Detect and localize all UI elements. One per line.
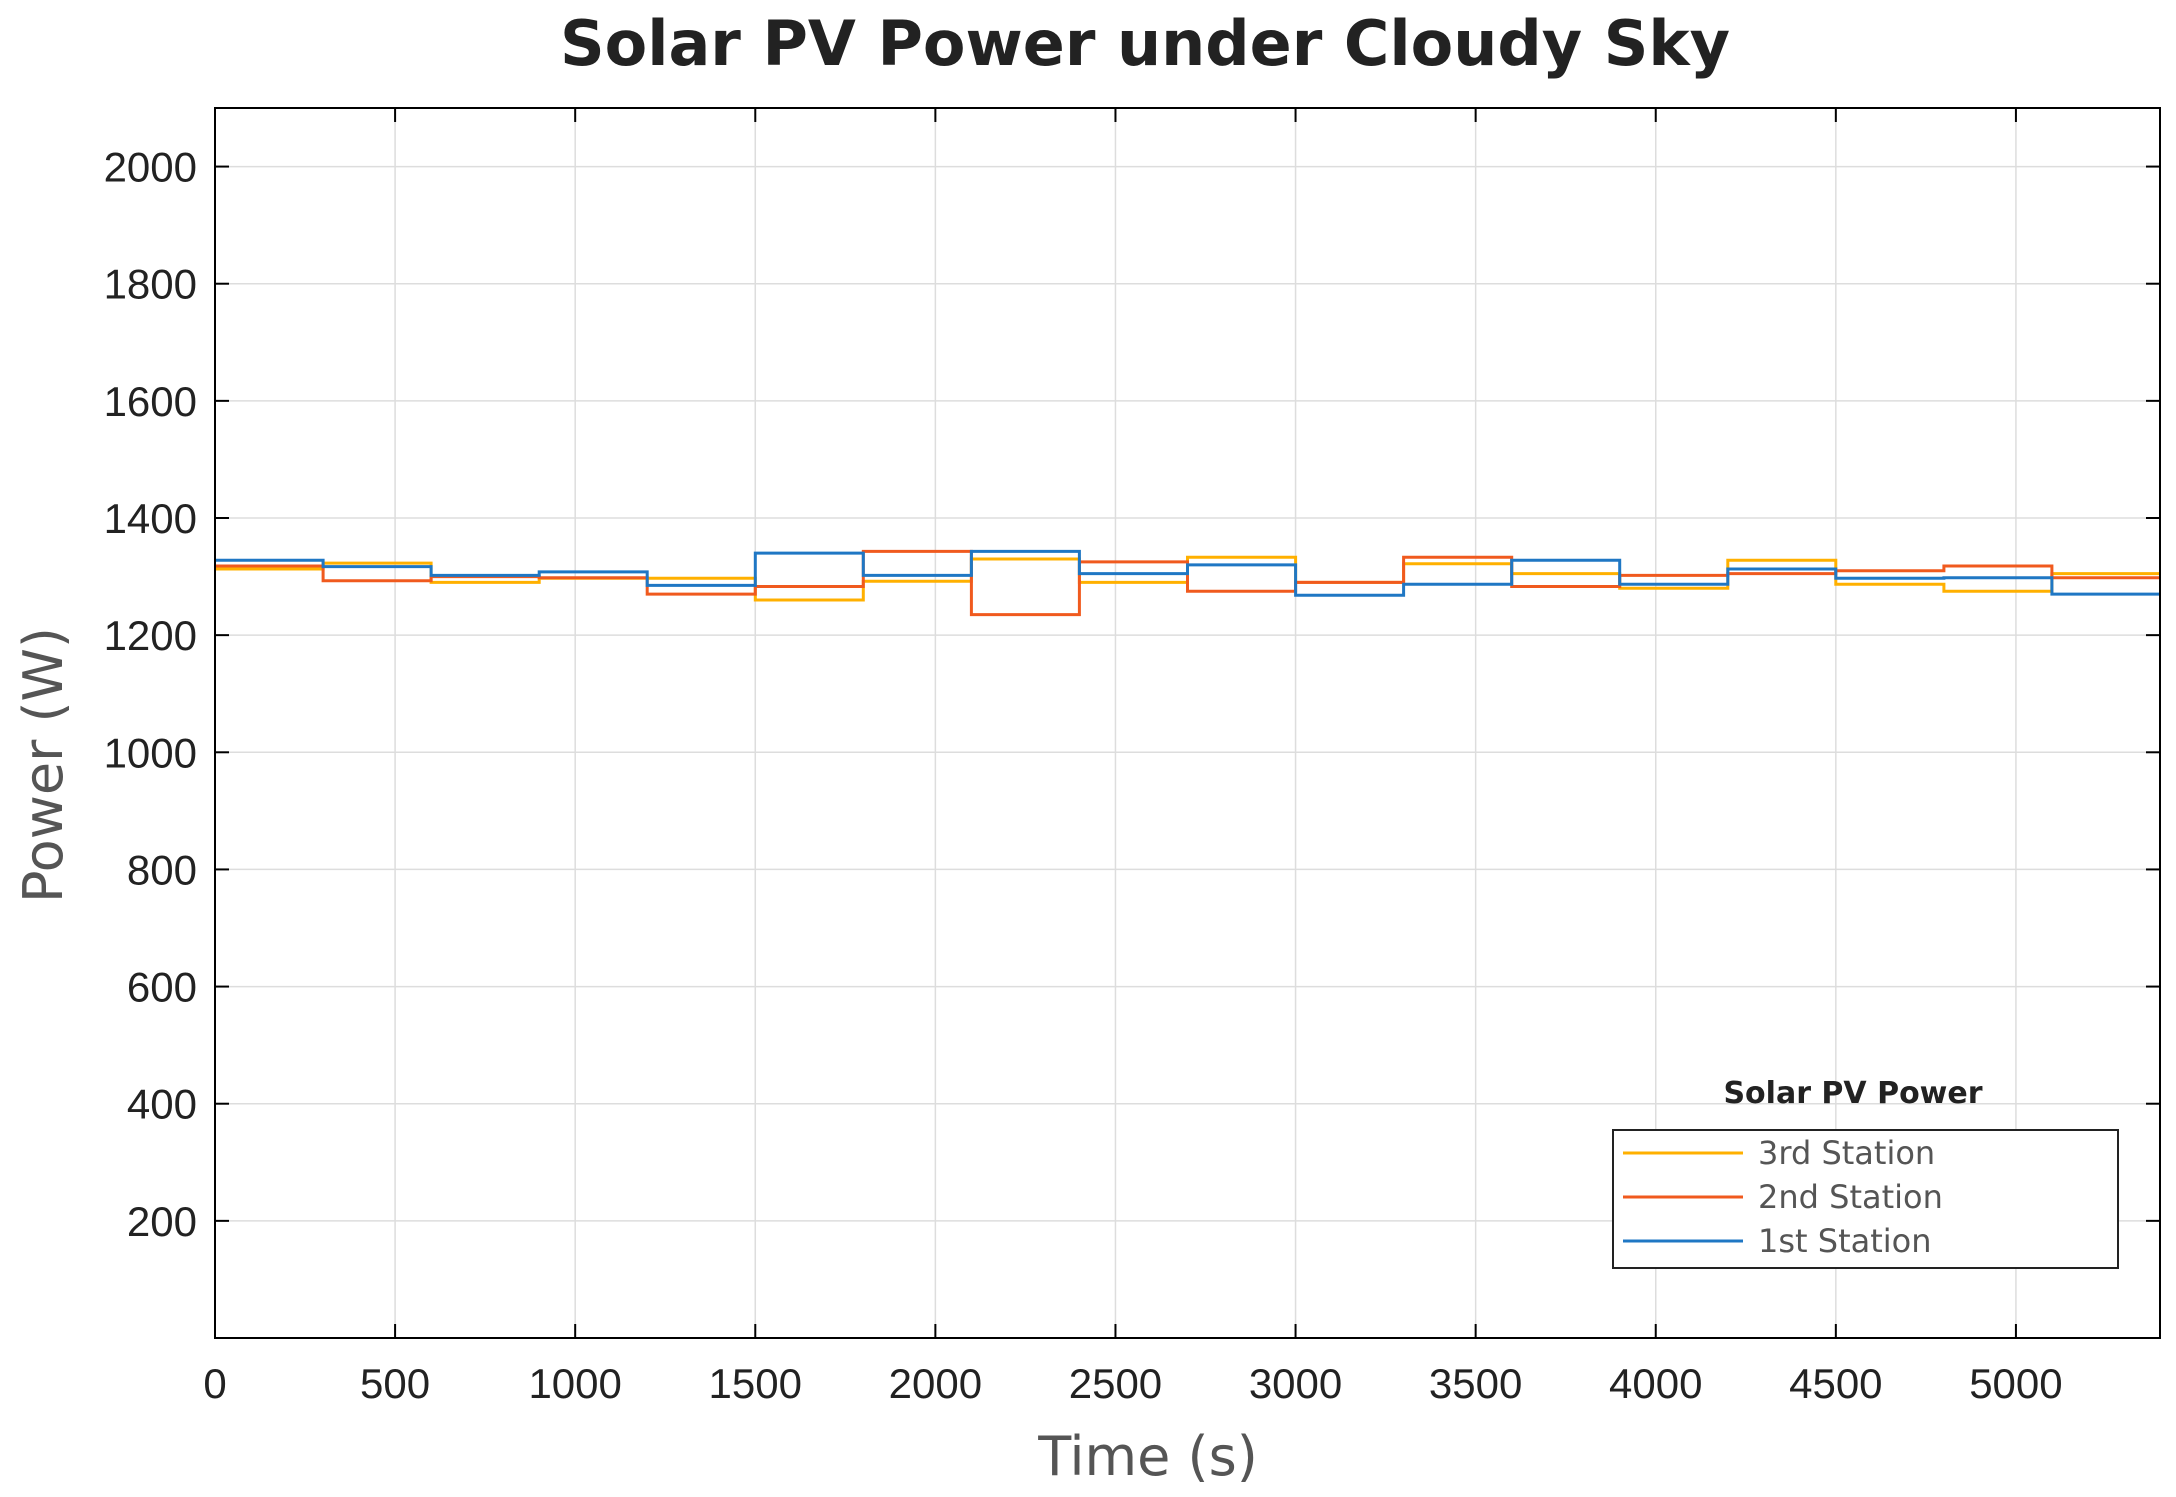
plot-area	[214, 107, 2161, 1339]
y-tick-label: 800	[127, 846, 197, 893]
y-axis-label: Power (W)	[12, 627, 75, 903]
y-tick-label: 200	[127, 1198, 197, 1245]
x-axis-label: Time (s)	[1037, 1425, 1258, 1488]
x-tick-label: 4000	[1609, 1360, 1702, 1407]
y-tick-label: 400	[127, 1081, 197, 1128]
x-tick-label: 3500	[1429, 1360, 1522, 1407]
x-tick-label: 0	[203, 1360, 226, 1407]
series-lines	[215, 549, 2160, 617]
y-tick-label: 1400	[104, 495, 197, 542]
x-tick-label: 5000	[1969, 1360, 2062, 1407]
x-tick-label: 1000	[528, 1360, 621, 1407]
legend-label: 2nd Station	[1758, 1178, 1943, 1216]
y-tick-label: 1600	[104, 378, 197, 425]
y-tick-label: 1200	[104, 612, 197, 659]
x-tick-label: 2000	[889, 1360, 982, 1407]
legend-label: 3rd Station	[1758, 1134, 1935, 1172]
y-tick-label: 1800	[104, 261, 197, 308]
legend-label: 1st Station	[1758, 1222, 1932, 1260]
x-tick-label: 3000	[1249, 1360, 1342, 1407]
axis-ticks: 0 500 1000 1500 2000 2500 3000 3500 4000 4500 5000…	[104, 108, 2160, 1407]
y-tick-label: 600	[127, 964, 197, 1011]
y-tick-label: 1000	[104, 729, 197, 776]
chart-title: Solar PV Power under Cloudy Sky	[560, 7, 1730, 80]
x-tick-label: 4500	[1789, 1360, 1882, 1407]
y-tick-label: 2000	[104, 144, 197, 191]
legend-items: 3rd Station 2nd Station 1st Station	[1623, 1134, 1943, 1260]
x-tick-label: 1500	[709, 1360, 802, 1407]
x-tick-label: 2500	[1069, 1360, 1162, 1407]
grid-lines	[214, 108, 2160, 1338]
legend: Solar PV Power 3rd Station 2nd Station 1st…	[1612, 1076, 2119, 1269]
series-line-3	[215, 549, 2160, 597]
x-tick-label: 500	[360, 1360, 430, 1407]
legend-title: Solar PV Power	[1723, 1076, 1982, 1111]
